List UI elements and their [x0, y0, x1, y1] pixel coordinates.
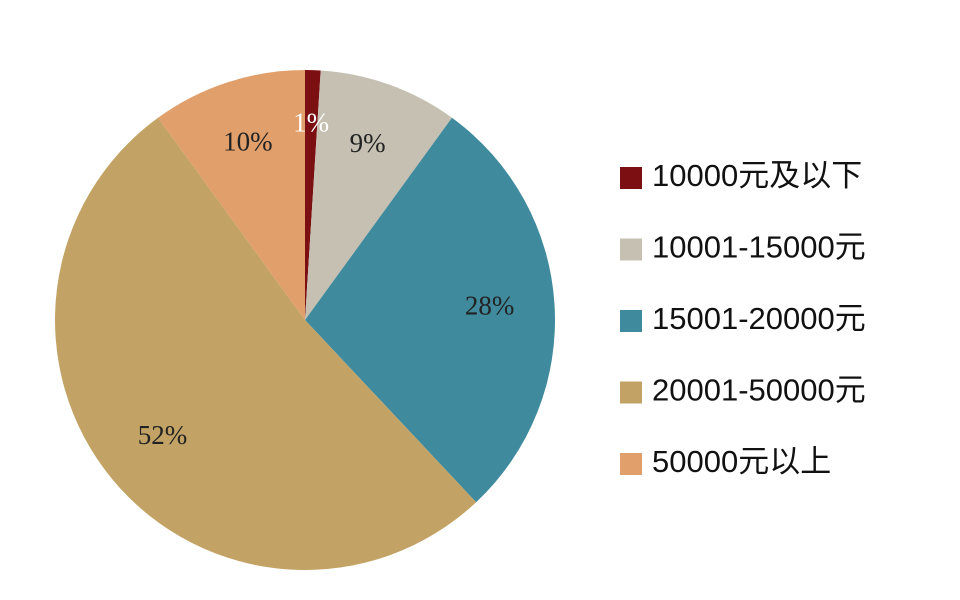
- data-label: 52%: [138, 420, 188, 450]
- legend-swatch: [620, 310, 642, 332]
- pie-slice: [158, 70, 305, 320]
- legend-label: 10001-15000元: [652, 230, 866, 265]
- data-label: 28%: [465, 291, 515, 321]
- legend-swatch: [620, 381, 642, 404]
- legend-swatch: [620, 238, 642, 261]
- legend-label: 15001-20000元: [652, 301, 866, 336]
- data-label: 10%: [223, 126, 273, 156]
- pie-slice: [55, 117, 477, 570]
- legend-label: 20001-50000元: [652, 373, 866, 408]
- pie-slice: [305, 117, 556, 503]
- legend-swatch: [620, 453, 642, 475]
- legend-label: 50000元以上: [652, 444, 831, 479]
- pie-slice: [305, 70, 321, 320]
- legend-swatch: [620, 167, 642, 189]
- legend-label: 10000元及以下: [652, 158, 862, 193]
- data-label: 1%: [293, 107, 329, 137]
- data-label: 9%: [350, 128, 386, 158]
- pie-slice: [305, 70, 452, 320]
